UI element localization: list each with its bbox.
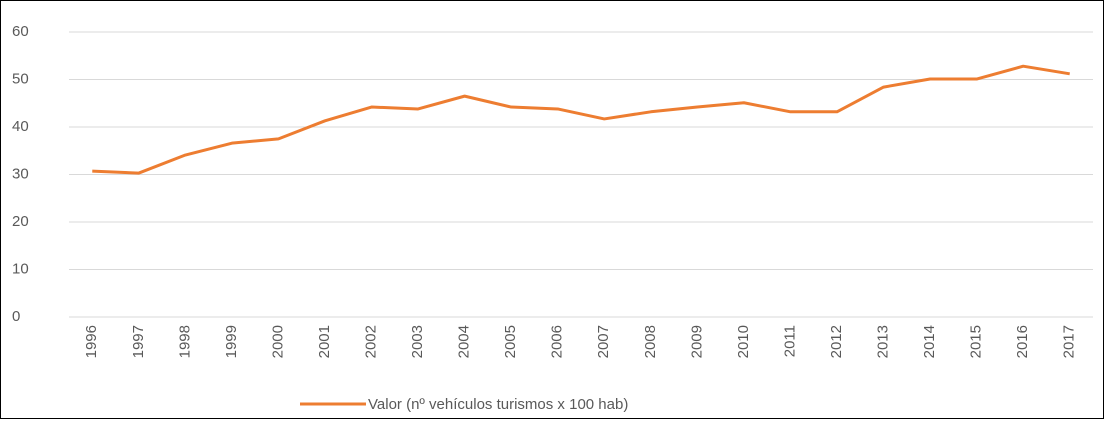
x-tick-label: 2010 [735,325,752,358]
y-tick-label: 10 [12,260,29,277]
x-tick-label: 2007 [595,325,612,358]
x-tick-label: 1997 [130,325,147,358]
x-tick-label: 2009 [688,325,705,358]
x-tick-label: 2001 [316,325,333,358]
x-tick-label: 2011 [781,325,798,357]
x-tick-label: 2016 [1014,325,1031,358]
x-tick-label: 1998 [176,325,193,358]
x-tick-label: 2012 [828,325,845,358]
x-tick-label: 2017 [1061,325,1078,358]
y-tick-label: 20 [12,213,29,230]
y-tick-label: 40 [12,118,29,135]
x-tick-label: 2005 [502,325,519,358]
x-tick-label: 2015 [968,325,985,358]
x-tick-label: 2000 [269,325,286,358]
x-tick-label: 2006 [549,325,566,358]
x-tick-label: 2003 [409,325,426,358]
x-tick-label: 1999 [223,325,240,358]
line-series [92,64,1070,175]
x-tick-label: 1996 [83,325,100,358]
x-tick-label: 2002 [363,325,380,358]
x-tick-label: 2004 [456,325,473,358]
x-tick-label: 2013 [875,325,892,358]
y-tick-label: 50 [12,70,29,87]
y-tick-label: 0 [12,308,20,325]
legend-label: Valor (nº vehículos turismos x 100 hab) [368,396,628,413]
y-tick-label: 60 [12,23,29,40]
x-tick-label: 2008 [642,325,659,358]
x-tick-label: 2014 [921,325,938,358]
y-tick-label: 30 [12,165,29,182]
